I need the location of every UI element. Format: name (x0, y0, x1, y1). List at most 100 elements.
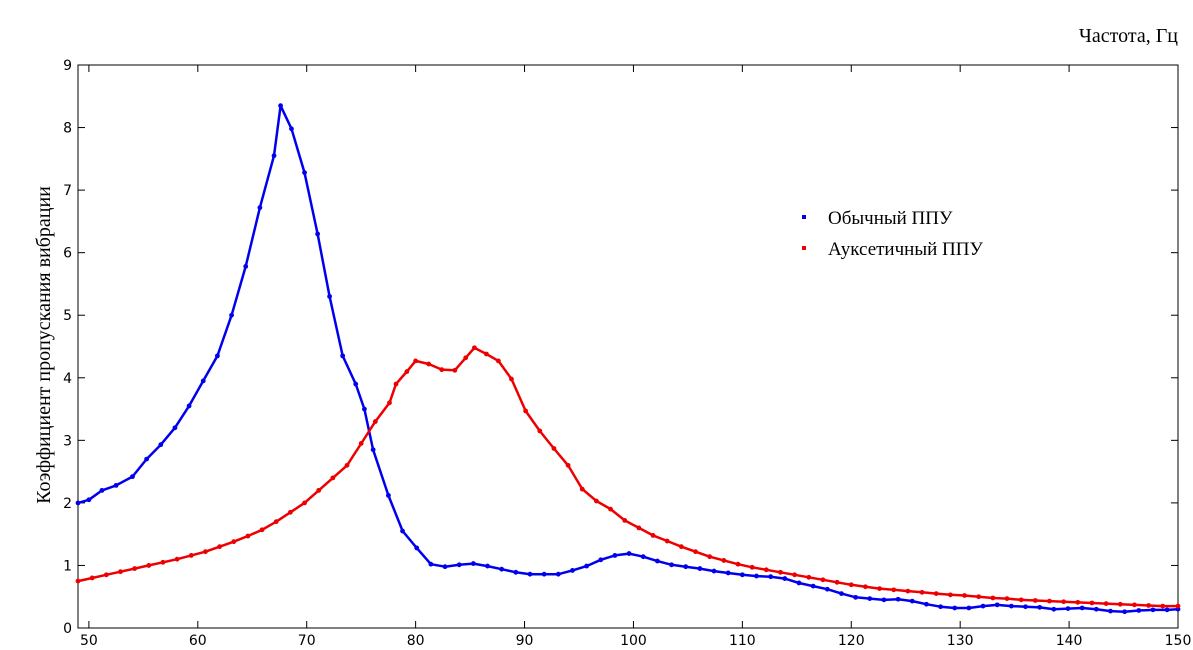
series-2-point (495, 358, 501, 364)
series-1-point (327, 294, 332, 299)
series-1-point (144, 456, 150, 462)
series-2-point (344, 462, 350, 468)
series-2-point (579, 486, 585, 492)
series-2-point (608, 506, 613, 512)
series-1-point (555, 571, 561, 577)
series-1-point (257, 205, 263, 211)
series-1-point (442, 564, 448, 570)
y-tick-label: 1 (63, 558, 72, 574)
series-1-point (340, 353, 346, 359)
series-1-point (385, 492, 391, 498)
series-2-point (330, 475, 336, 481)
series-1-point (924, 601, 929, 607)
series-2-point (426, 361, 432, 367)
series-2-point (316, 487, 322, 493)
series-1-point (86, 497, 92, 503)
legend-marker-2 (802, 246, 806, 250)
series-2-point (160, 559, 166, 565)
series-2-point (1175, 603, 1181, 609)
series-1-point (739, 572, 745, 578)
x-tick-label: 100 (620, 633, 647, 649)
series-2-point (1018, 597, 1024, 603)
series-2-point (565, 462, 571, 468)
series-1-point (980, 603, 986, 609)
series-1-point (158, 442, 164, 448)
series-1-point (725, 570, 731, 576)
series-2-point (413, 358, 419, 364)
x-tick-label: 150 (1165, 633, 1192, 649)
series-1-point (229, 312, 234, 318)
series-2-point (891, 587, 897, 593)
y-tick-label: 9 (63, 58, 72, 74)
series-2-point (1117, 601, 1123, 607)
x-tick-label: 90 (516, 633, 534, 649)
series-1-point (966, 605, 972, 611)
series-1-point (1093, 606, 1099, 612)
series-2-point (523, 408, 529, 414)
series-2-point (358, 441, 364, 446)
series-2-point (947, 592, 953, 598)
y-tick-label: 3 (63, 433, 72, 449)
series-2-point (820, 577, 826, 583)
series-1-point (353, 381, 359, 387)
legend-label-1: Обычный ППУ (828, 208, 953, 229)
series-1-point (527, 571, 533, 577)
series-1-point (541, 571, 547, 577)
series-2-point (863, 584, 868, 590)
y-tick-label: 4 (63, 371, 72, 387)
series-2-point (976, 594, 982, 600)
series-1-point (428, 561, 434, 567)
series-1-point (243, 264, 249, 269)
series-2-point (188, 553, 194, 558)
series-2-point (1004, 596, 1010, 601)
series-2-point (537, 428, 543, 434)
series-1-point (1164, 607, 1170, 613)
series-2-point (287, 509, 293, 515)
series-1-point (810, 583, 816, 589)
series-2-point (146, 563, 152, 568)
series-1-point (99, 487, 105, 493)
y-tick-label: 6 (63, 246, 72, 262)
series-1-point (1122, 609, 1128, 615)
series-2-point (372, 419, 378, 424)
series-2-point (1146, 603, 1151, 608)
series-2-point (259, 527, 265, 533)
series-2-point (203, 549, 208, 555)
series-1-point (768, 574, 774, 580)
series-2-point (1089, 600, 1095, 606)
series-1-point (315, 231, 321, 237)
series-2-point (594, 498, 599, 504)
series-1-point (909, 598, 915, 604)
series-2-point (905, 588, 911, 594)
x-tick-label: 70 (298, 633, 316, 649)
series-1-point (612, 553, 618, 558)
series-2-point (933, 591, 939, 596)
series-2-point (877, 586, 882, 591)
series-1-point (711, 568, 717, 574)
series-1-point (215, 353, 220, 359)
x-tick-label: 50 (80, 633, 98, 649)
series-2-point (118, 569, 123, 575)
series-2-point (217, 544, 222, 550)
series-1-point (570, 568, 575, 573)
series-2-point (1103, 601, 1109, 607)
series-1-point (400, 528, 405, 534)
series-1-point (655, 558, 660, 564)
series-2-point (778, 569, 783, 575)
series-2-point (735, 561, 741, 567)
series-2-point (1061, 599, 1067, 605)
series-2-point (75, 578, 81, 584)
series-1-point (485, 563, 490, 569)
series-2-point (231, 539, 237, 545)
x-tick-label: 120 (838, 633, 865, 649)
series-1-point (1008, 603, 1014, 609)
series-2-point (707, 554, 713, 560)
series-1-point (994, 602, 1000, 608)
series-line-2 (77, 346, 1178, 608)
series-1-point (683, 564, 689, 570)
legend-marker-1 (802, 215, 806, 219)
series-1-point (839, 591, 844, 596)
series-1-point (1108, 608, 1113, 614)
series-2-point (848, 582, 854, 588)
